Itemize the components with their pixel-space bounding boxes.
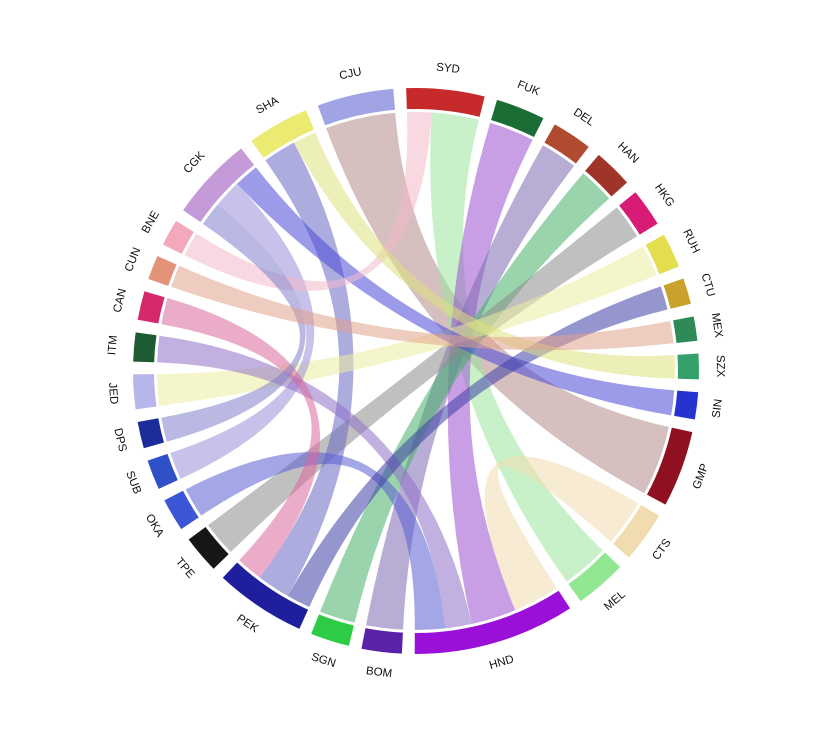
arc-DEL <box>544 124 589 164</box>
label-PEK: PEK <box>234 613 260 636</box>
chord-PEK-CAN <box>161 298 321 578</box>
chord-OKA-HND <box>185 452 446 631</box>
label-BOM: BOM <box>365 665 392 680</box>
label-HKG: HKG <box>652 182 676 209</box>
arc-CAN <box>137 291 165 324</box>
chord-CGK-DPS <box>161 204 306 442</box>
chord-CGK-SIN <box>236 167 675 416</box>
arc-RUH <box>645 234 679 275</box>
arc-CJU <box>317 88 395 126</box>
arc-OKA <box>164 490 199 530</box>
arc-BOM <box>361 628 403 654</box>
arc-BNE <box>162 220 194 254</box>
label-CAN: CAN <box>112 287 129 313</box>
arc-GMP <box>646 427 693 505</box>
arc-HKG <box>619 192 658 235</box>
chord-CGK-SUB <box>170 183 315 479</box>
label-OKA: OKA <box>143 512 166 539</box>
label-CJU: CJU <box>338 66 362 83</box>
arc-MEX <box>673 316 698 343</box>
arc-SIN <box>674 390 699 420</box>
label-TPE: TPE <box>173 556 197 581</box>
chord-ITM-HND <box>157 335 472 629</box>
label-CTU: CTU <box>698 272 716 298</box>
arc-DPS <box>137 418 164 449</box>
chord-HAN-SGN <box>320 173 610 623</box>
label-FUK: FUK <box>515 79 541 99</box>
arc-HND <box>414 590 571 655</box>
label-SGN: SGN <box>310 651 337 670</box>
label-CUN: CUN <box>123 246 143 274</box>
arc-HAN <box>585 154 628 197</box>
arc-PEK <box>222 562 309 629</box>
label-HAN: HAN <box>615 140 641 166</box>
label-ITM: ITM <box>106 335 120 356</box>
label-CTS: CTS <box>650 537 673 563</box>
chord-PEK-CTU <box>287 286 668 607</box>
arc-SYD <box>406 87 485 117</box>
label-MEL: MEL <box>602 588 628 613</box>
arc-SUB <box>147 453 178 489</box>
arc-CTS <box>613 505 660 558</box>
label-SZX: SZX <box>714 355 726 378</box>
arc-TPE <box>188 527 229 569</box>
arc-FUK <box>491 99 544 138</box>
chord-CUN-MEX <box>171 265 674 351</box>
arc-ITM <box>133 332 157 363</box>
label-DPS: DPS <box>111 427 128 453</box>
label-SIN: SIN <box>711 398 725 419</box>
arc-CUN <box>148 256 177 286</box>
arc-SZX <box>677 353 700 380</box>
arc-MEL <box>568 552 621 602</box>
arc-CTU <box>663 278 691 309</box>
label-JED: JED <box>106 382 120 405</box>
chord-DEL-BOM <box>366 145 575 630</box>
chord-SHA-SZX <box>293 132 676 379</box>
label-SYD: SYD <box>436 62 461 76</box>
arc-JED <box>133 374 157 410</box>
arc-SHA <box>251 110 315 158</box>
label-BNE: BNE <box>140 209 162 236</box>
arc-CGK <box>183 148 255 223</box>
chord-CTS-HND <box>484 456 639 611</box>
label-CGK: CGK <box>182 149 208 176</box>
label-RUH: RUH <box>680 228 701 256</box>
arc-SGN <box>311 614 354 646</box>
label-SUB: SUB <box>123 469 143 496</box>
label-MEX: MEX <box>709 312 725 339</box>
label-GMP: GMP <box>691 462 711 491</box>
label-DEL: DEL <box>571 106 597 129</box>
chord-FUK-HND <box>447 122 533 624</box>
label-HND: HND <box>488 653 515 672</box>
label-SHA: SHA <box>254 95 281 117</box>
